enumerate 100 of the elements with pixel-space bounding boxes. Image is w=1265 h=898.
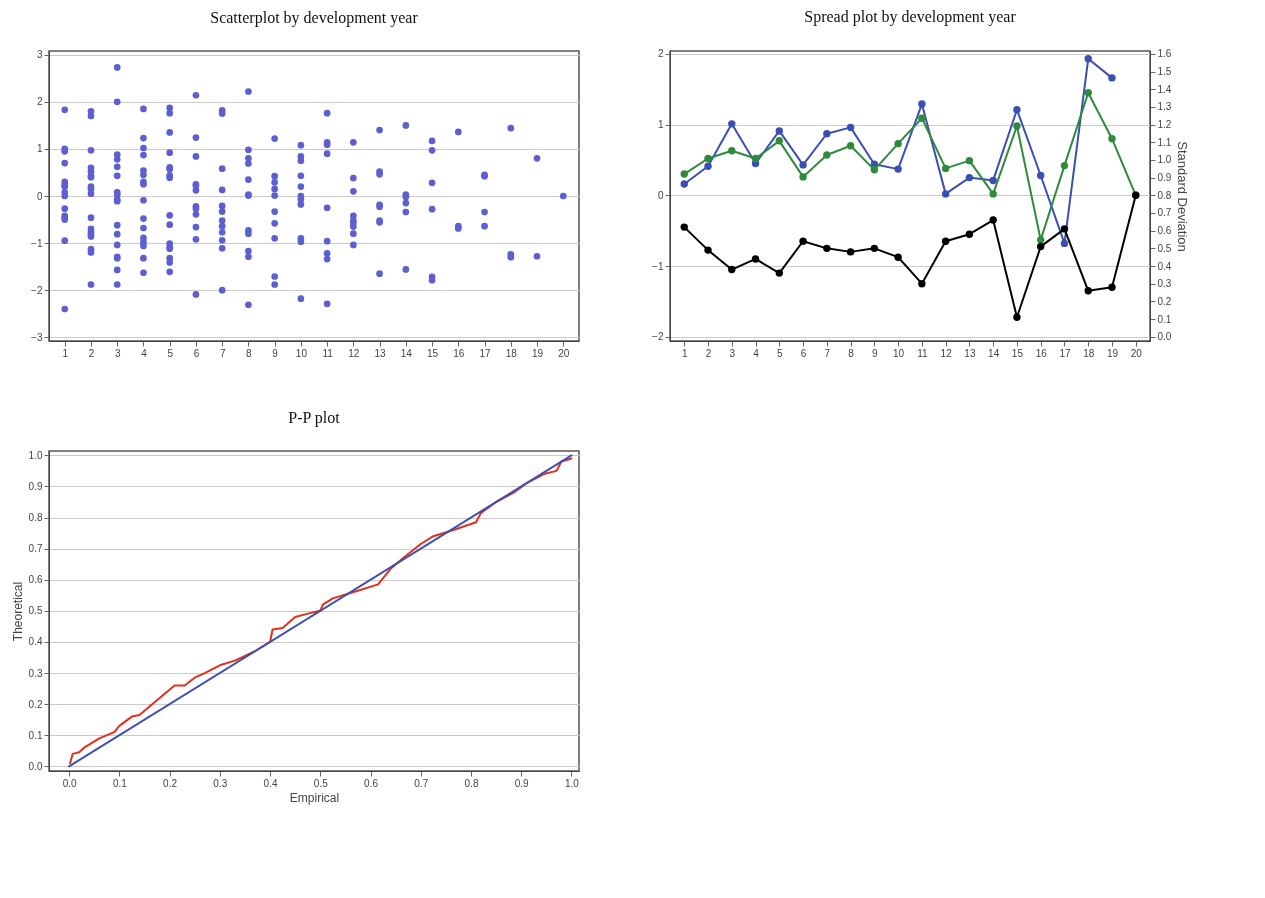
chart-title: P-P plot — [288, 409, 341, 428]
x-tick-label: 0.9 — [514, 777, 530, 789]
x-tick-label: 9 — [872, 347, 879, 359]
point — [846, 123, 855, 132]
y-tick-label: 2 — [36, 96, 43, 108]
point — [799, 173, 807, 181]
point — [680, 223, 688, 231]
point — [989, 176, 997, 185]
y2-axis-title: Standard Deviation — [1175, 141, 1191, 252]
y-tick-label: 0.7 — [28, 543, 43, 555]
x-tick-label: 3 — [114, 347, 121, 359]
point — [870, 244, 879, 253]
x-tick-label: 0.8 — [464, 777, 479, 789]
y2-tick-label: 0.2 — [1157, 295, 1172, 307]
y2-tick-label: 1.5 — [1157, 66, 1172, 78]
point — [704, 154, 712, 163]
y-tick-label: −1 — [652, 260, 664, 272]
point — [704, 162, 712, 170]
x-axis-title: Empirical — [289, 790, 340, 805]
y-tick-label: −2 — [652, 331, 664, 343]
point — [894, 253, 902, 261]
point — [918, 114, 926, 122]
y2-tick-label: 0.0 — [1157, 331, 1172, 343]
x-tick-label: 1.0 — [565, 777, 580, 789]
x-tick-label: 0.5 — [313, 777, 329, 789]
x-tick-label: 5 — [777, 347, 784, 359]
point — [894, 139, 902, 148]
y-tick-label: 2 — [657, 48, 664, 60]
x-tick-label: 14 — [400, 347, 413, 359]
point — [846, 142, 855, 150]
point — [989, 216, 997, 224]
point — [1036, 236, 1045, 244]
point — [1084, 55, 1092, 63]
y2-tick-label: 0.1 — [1157, 313, 1172, 325]
point — [775, 127, 784, 135]
x-tick-label: 4 — [753, 347, 760, 359]
point — [965, 156, 974, 165]
x-tick-label: 19 — [1106, 347, 1119, 359]
y-tick-label: 0 — [36, 190, 43, 202]
x-tick-label: 0.1 — [112, 777, 128, 789]
x-tick-label: 17 — [479, 347, 492, 359]
x-tick-label: 12 — [348, 347, 360, 359]
point — [1084, 89, 1092, 97]
y-tick-label: 0.1 — [28, 729, 43, 741]
point — [680, 180, 688, 188]
x-tick-label: 18 — [505, 347, 518, 359]
point — [799, 161, 807, 169]
x-tick-label: 3 — [729, 347, 736, 359]
y-tick-label: 0.6 — [28, 574, 43, 586]
y-tick-label: 0.8 — [28, 512, 43, 524]
chart-title: Scatterplot by development year — [210, 8, 419, 27]
x-tick-label: 6 — [800, 347, 807, 359]
x-tick-label: 0.2 — [163, 777, 178, 789]
x-tick-label: 4 — [141, 347, 148, 359]
point — [870, 166, 879, 174]
x-tick-label: 14 — [988, 347, 1000, 359]
x-tick-label: 0.4 — [263, 777, 278, 789]
x-tick-label: 13 — [374, 347, 387, 359]
x-tick-label: 20 — [1130, 347, 1143, 359]
y-axis-title: Theoretical — [10, 581, 25, 642]
y-tick-label: −1 — [31, 237, 43, 249]
point — [1036, 242, 1045, 251]
point — [751, 154, 760, 163]
x-tick-label: 15 — [427, 347, 439, 359]
point — [1036, 171, 1045, 180]
x-tick-label: 20 — [558, 347, 570, 359]
x-tick-label: 13 — [964, 347, 976, 359]
point — [894, 165, 902, 173]
point — [846, 248, 855, 256]
x-tick-label: 7 — [824, 347, 831, 359]
x-tick-label: 15 — [1011, 347, 1024, 359]
x-tick-label: 1 — [681, 347, 688, 359]
chart-title: Spread plot by development year — [804, 7, 1017, 26]
point — [918, 280, 926, 288]
point — [775, 269, 784, 277]
point — [728, 265, 736, 274]
x-tick-label: 7 — [219, 347, 226, 359]
point — [823, 151, 831, 159]
point — [1060, 225, 1069, 233]
y2-tick-label: 1.4 — [1157, 83, 1172, 95]
y-tick-label: 0.5 — [28, 605, 43, 617]
y2-tick-label: 1.2 — [1157, 119, 1172, 131]
point — [728, 120, 736, 128]
y2-tick-label: 0.3 — [1157, 278, 1172, 290]
y-tick-label: 1 — [36, 143, 43, 155]
y-tick-label: 0 — [657, 189, 664, 201]
point — [823, 244, 831, 253]
x-tick-label: 5 — [167, 347, 174, 359]
y2-tick-label: 0.8 — [1157, 189, 1172, 201]
x-tick-label: 11 — [917, 347, 929, 359]
point — [1013, 106, 1021, 114]
y2-tick-label: 0.4 — [1157, 260, 1172, 272]
x-tick-label: 0.6 — [364, 777, 379, 789]
point — [799, 237, 807, 245]
x-tick-label: 18 — [1083, 347, 1095, 359]
y-tick-label: 0.3 — [28, 667, 43, 679]
y-tick-label: 1 — [657, 119, 664, 131]
point — [823, 130, 831, 138]
x-tick-label: 19 — [531, 347, 544, 359]
y-tick-label: 0.9 — [28, 480, 43, 492]
